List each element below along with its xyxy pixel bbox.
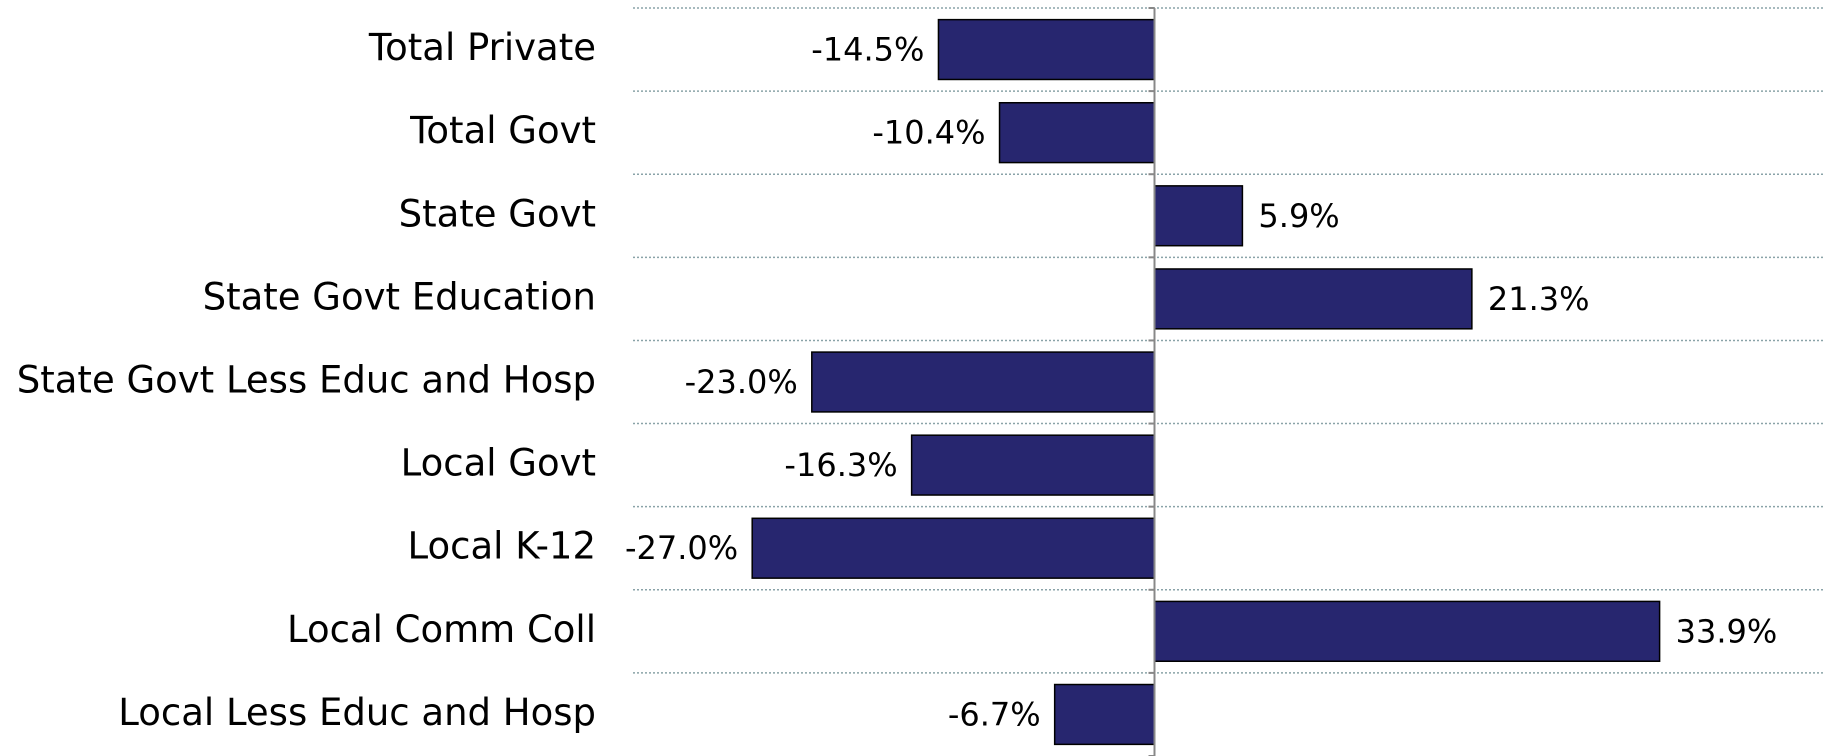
category-label: State Govt Less Educ and Hosp	[17, 359, 596, 402]
value-label: -16.3%	[784, 446, 897, 484]
value-label: 33.9%	[1676, 612, 1778, 650]
category-label: Total Private	[368, 26, 596, 69]
bar	[1153, 185, 1244, 247]
value-label: 5.9%	[1258, 197, 1339, 235]
value-label: 21.3%	[1488, 280, 1590, 318]
bar	[998, 101, 1156, 164]
category-label: State Govt	[399, 192, 596, 235]
bar	[910, 434, 1156, 496]
category-label: State Govt Education	[203, 275, 596, 318]
bar	[811, 351, 1156, 413]
value-label: -23.0%	[685, 363, 798, 401]
category-label: Local Govt	[401, 442, 596, 485]
bar	[1053, 683, 1156, 746]
value-label: -14.5%	[811, 31, 924, 69]
bar	[751, 517, 1156, 579]
value-label: -6.7%	[948, 695, 1041, 733]
bar	[1153, 600, 1661, 663]
bar	[1153, 268, 1473, 330]
category-label: Local K-12	[408, 525, 596, 568]
value-label: -27.0%	[625, 529, 738, 567]
category-label: Total Govt	[409, 109, 596, 152]
bar	[937, 18, 1156, 81]
value-label: -10.4%	[872, 114, 985, 152]
category-label: Local Comm Coll	[287, 608, 596, 651]
category-label: Local Less Educ and Hosp	[118, 691, 596, 734]
